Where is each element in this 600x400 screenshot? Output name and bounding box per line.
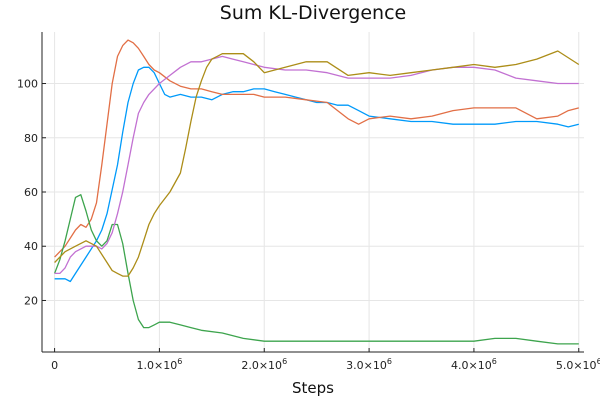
x-ticks: 0 1.0×106 2.0×106 3.0×106 4.0×106 5.0×106 bbox=[51, 348, 600, 372]
series-line-5 bbox=[54, 50, 580, 277]
y-tick-label: 20 bbox=[24, 294, 38, 307]
x-tick-exponent: 6 bbox=[492, 357, 497, 366]
x-axis-title: Steps bbox=[292, 379, 334, 397]
chart-title: Sum KL-Divergence bbox=[220, 2, 406, 24]
y-tick-label: 40 bbox=[24, 240, 38, 253]
series-line-3 bbox=[53, 194, 579, 345]
x-tick-label: 0 bbox=[51, 359, 58, 372]
x-tick-exponent: 6 bbox=[282, 357, 287, 366]
x-tick-exponent: 6 bbox=[177, 357, 182, 366]
y-ticks: 20 40 60 80 100 bbox=[17, 78, 46, 307]
x-tick-label: 3.0×106 bbox=[346, 357, 392, 372]
series-line-1 bbox=[54, 66, 579, 283]
x-tick-label: 2.0×106 bbox=[241, 357, 287, 372]
y-tick-label: 100 bbox=[17, 78, 38, 91]
grid bbox=[42, 32, 584, 352]
x-tick-label: 4.0×106 bbox=[451, 357, 497, 372]
x-tick-label: 5.0×106 bbox=[556, 357, 600, 372]
series-line-2 bbox=[54, 39, 579, 258]
series-line-4 bbox=[54, 55, 579, 275]
series-layer bbox=[53, 39, 580, 345]
y-tick-label: 60 bbox=[24, 186, 38, 199]
y-tick-label: 80 bbox=[24, 132, 38, 145]
x-tick-exponent: 6 bbox=[387, 357, 392, 366]
x-tick-label: 1.0×106 bbox=[137, 357, 183, 372]
x-tick-exponent: 6 bbox=[597, 357, 600, 366]
